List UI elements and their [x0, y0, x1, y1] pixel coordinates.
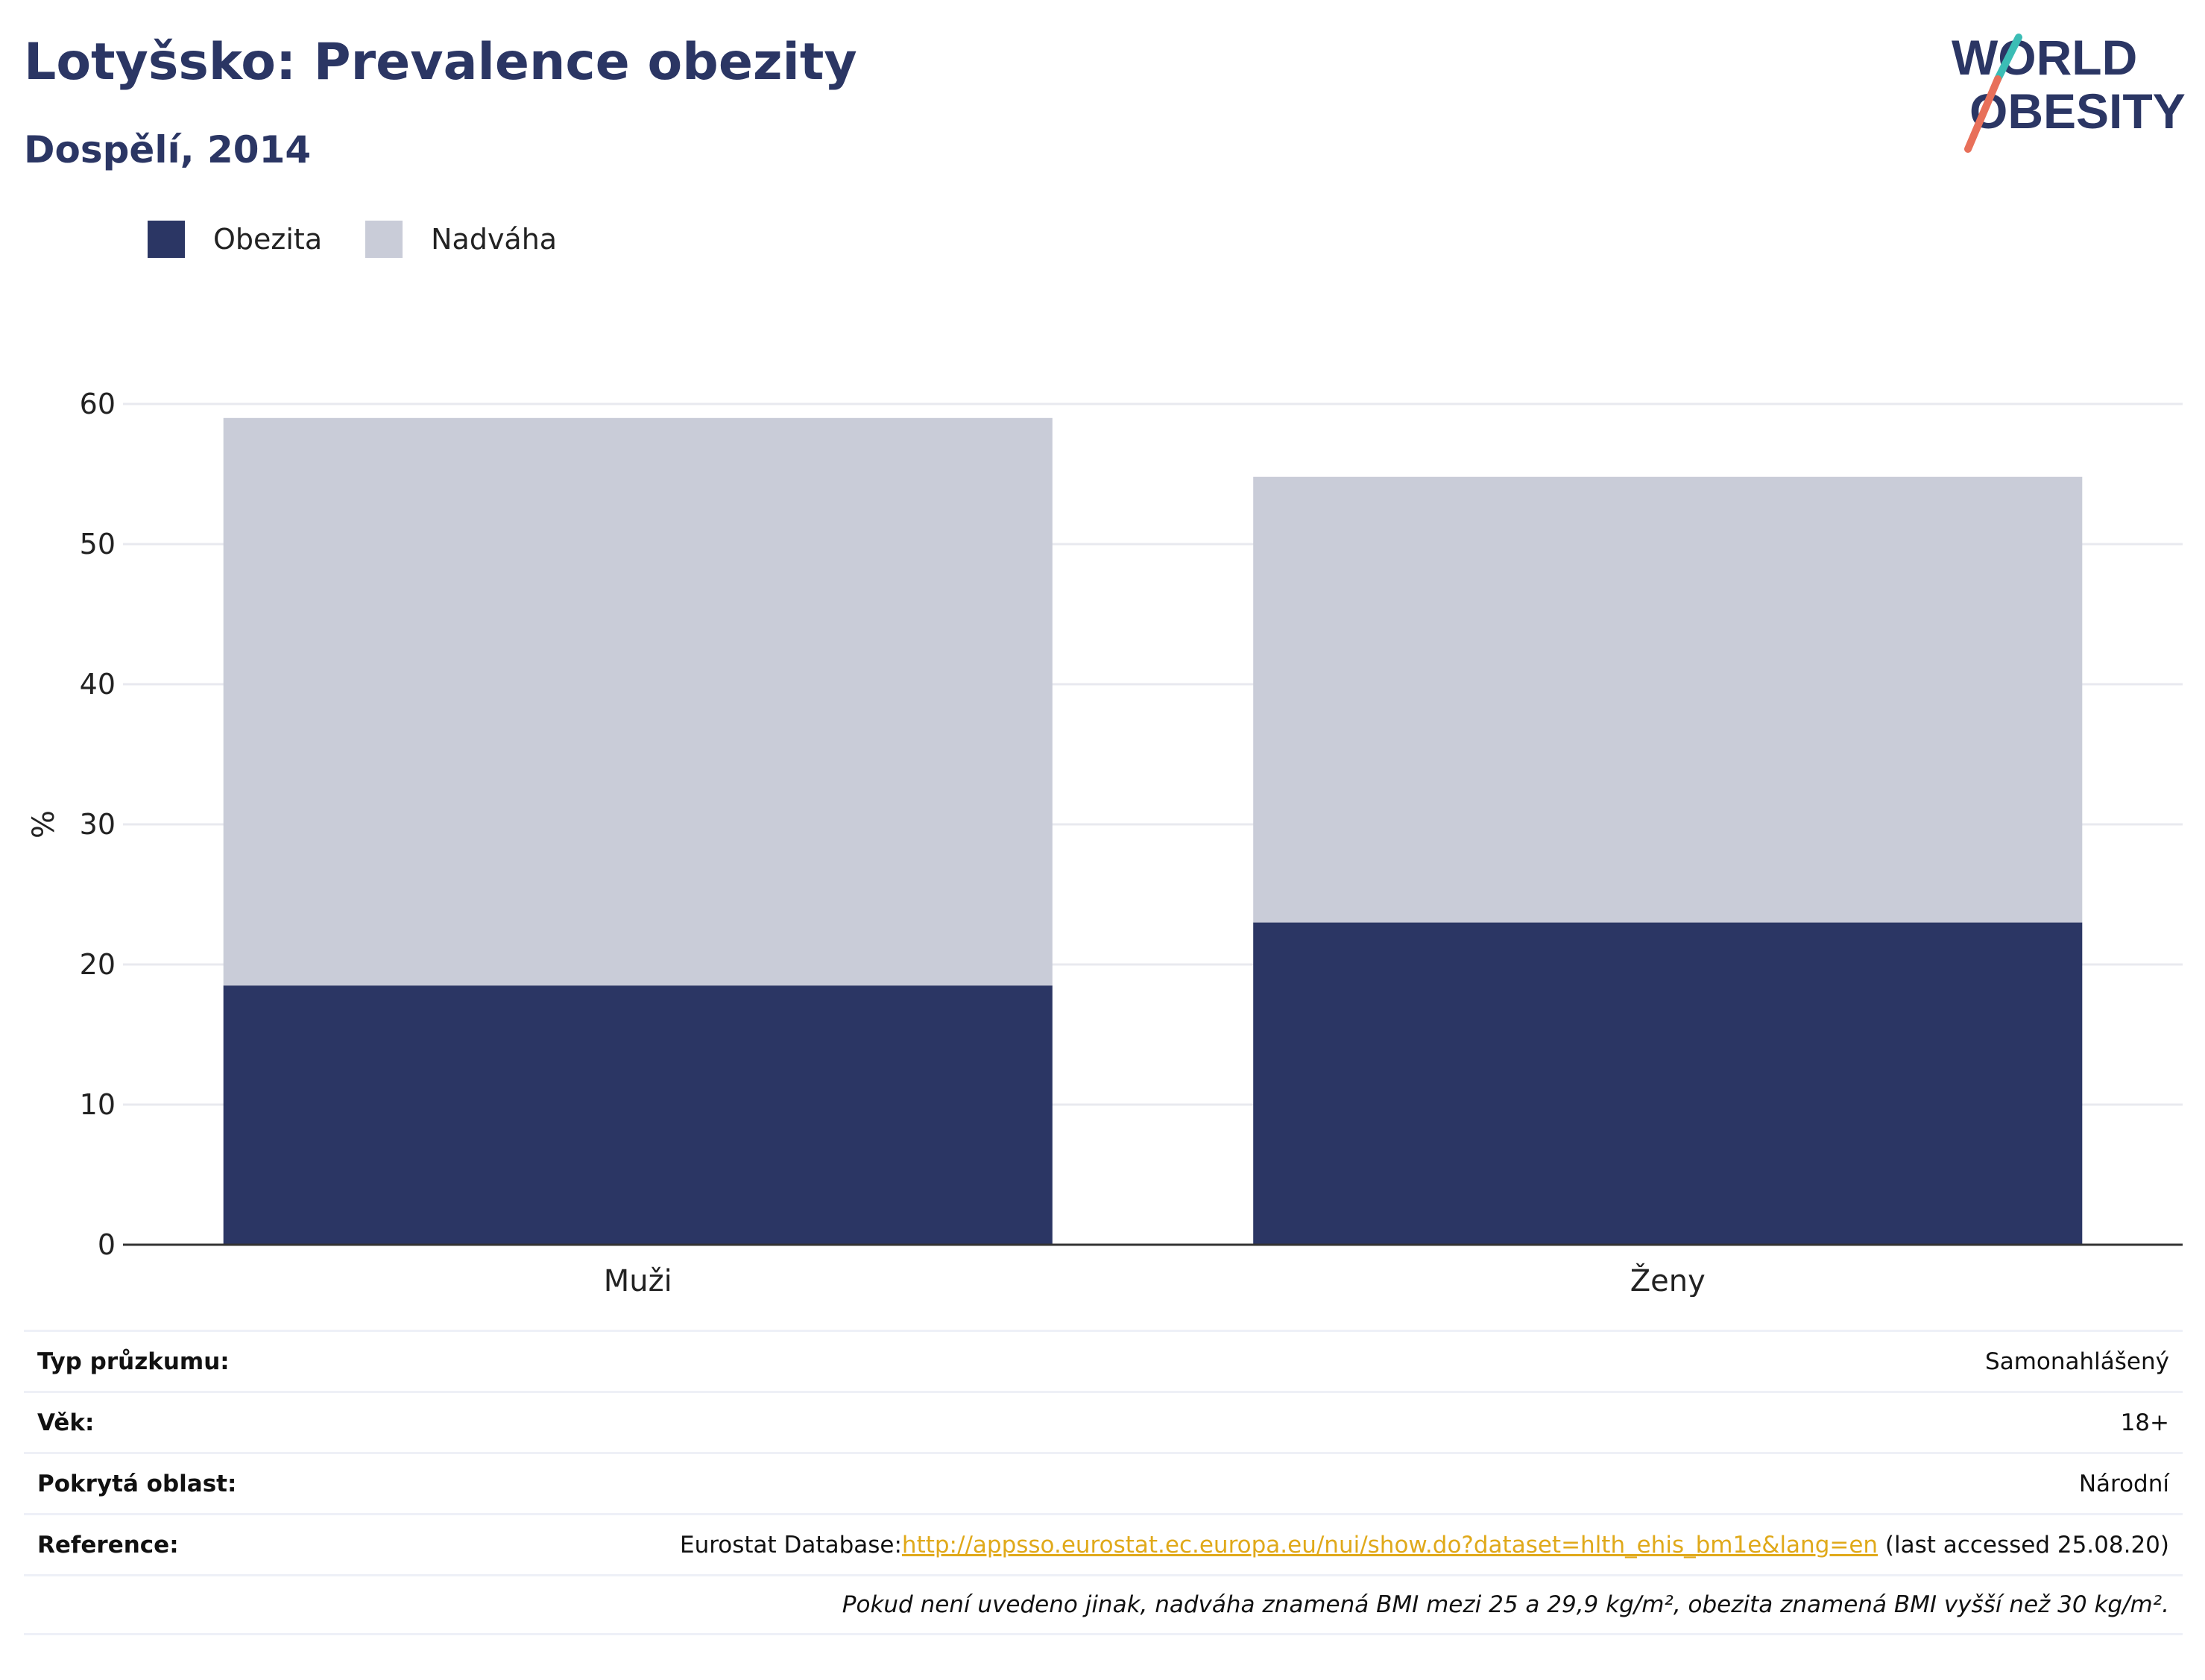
reference-prefix: Eurostat Database:: [679, 1531, 902, 1559]
y-tick-label: 20: [80, 948, 116, 981]
age-label: Věk:: [37, 1409, 95, 1436]
bar-obezita-0: [223, 985, 1053, 1245]
logo-line-2: OBESITY: [1969, 83, 2186, 139]
bar-nadváha-1: [1253, 476, 2083, 923]
info-row-age: Věk: 18+: [24, 1391, 2183, 1452]
legend-label-obezita: Obezita: [213, 223, 323, 256]
survey-value: Samonahlášený: [1985, 1348, 2169, 1375]
x-tick-label: Ženy: [1630, 1263, 1706, 1297]
page-subtitle: Dospělí, 2014: [24, 128, 312, 171]
y-tick-label: 30: [80, 808, 116, 841]
y-tick-label: 10: [80, 1088, 116, 1121]
legend-item-obezita[interactable]: Obezita: [148, 221, 322, 258]
world-obesity-logo: WORLD OBESITY: [1952, 30, 2186, 153]
legend-swatch-obezita: [148, 221, 185, 258]
reference-link[interactable]: http://appsso.eurostat.ec.europa.eu/nui/…: [901, 1531, 1878, 1559]
info-table: Typ průzkumu: Samonahlášený Věk: 18+ Pok…: [24, 1330, 2183, 1635]
definition-note: Pokud není uvedeno jinak, nadváha znamen…: [842, 1591, 2169, 1618]
logo-line-1: WORLD: [1952, 30, 2137, 85]
stacked-bar-chart: 0 10 20 30 40 50 60% Muži Ženy: [27, 388, 2183, 1297]
chart-legend: Obezita Nadváha: [148, 221, 600, 258]
reference-label: Reference:: [37, 1531, 179, 1559]
legend-label-nadvaha: Nadváha: [431, 223, 558, 256]
y-tick-label: 0: [98, 1228, 116, 1261]
bar-nadváha-0: [223, 417, 1053, 986]
info-row-area: Pokrytá oblast: Národní: [24, 1452, 2183, 1513]
y-tick-label: 50: [80, 528, 116, 560]
survey-label: Typ průzkumu:: [37, 1348, 230, 1375]
x-tick-label: Muži: [604, 1264, 672, 1297]
reference-value: Eurostat Database:http://appsso.eurostat…: [680, 1532, 2169, 1559]
logo-slash-teal: [1994, 34, 2022, 83]
y-axis-label: %: [27, 810, 61, 839]
area-label: Pokrytá oblast:: [37, 1470, 237, 1497]
legend-swatch-nadvaha: [365, 221, 403, 258]
area-value: Národní: [2078, 1470, 2169, 1497]
bar-obezita-1: [1253, 922, 2083, 1245]
y-tick-label: 40: [80, 668, 116, 701]
logo-slash-coral: [1964, 75, 2001, 153]
info-row-survey: Typ průzkumu: Samonahlášený: [24, 1330, 2183, 1391]
reference-suffix: (last accessed 25.08.20): [1878, 1531, 2169, 1559]
info-row-note: Pokud není uvedeno jinak, nadváha znamen…: [24, 1574, 2183, 1635]
page-title: Lotyšsko: Prevalence obezity: [24, 33, 857, 92]
legend-item-nadvaha[interactable]: Nadváha: [365, 221, 557, 258]
y-tick-label: 60: [80, 388, 116, 420]
info-row-reference: Reference: Eurostat Database:http://apps…: [24, 1513, 2183, 1574]
age-value: 18+: [2120, 1409, 2169, 1436]
